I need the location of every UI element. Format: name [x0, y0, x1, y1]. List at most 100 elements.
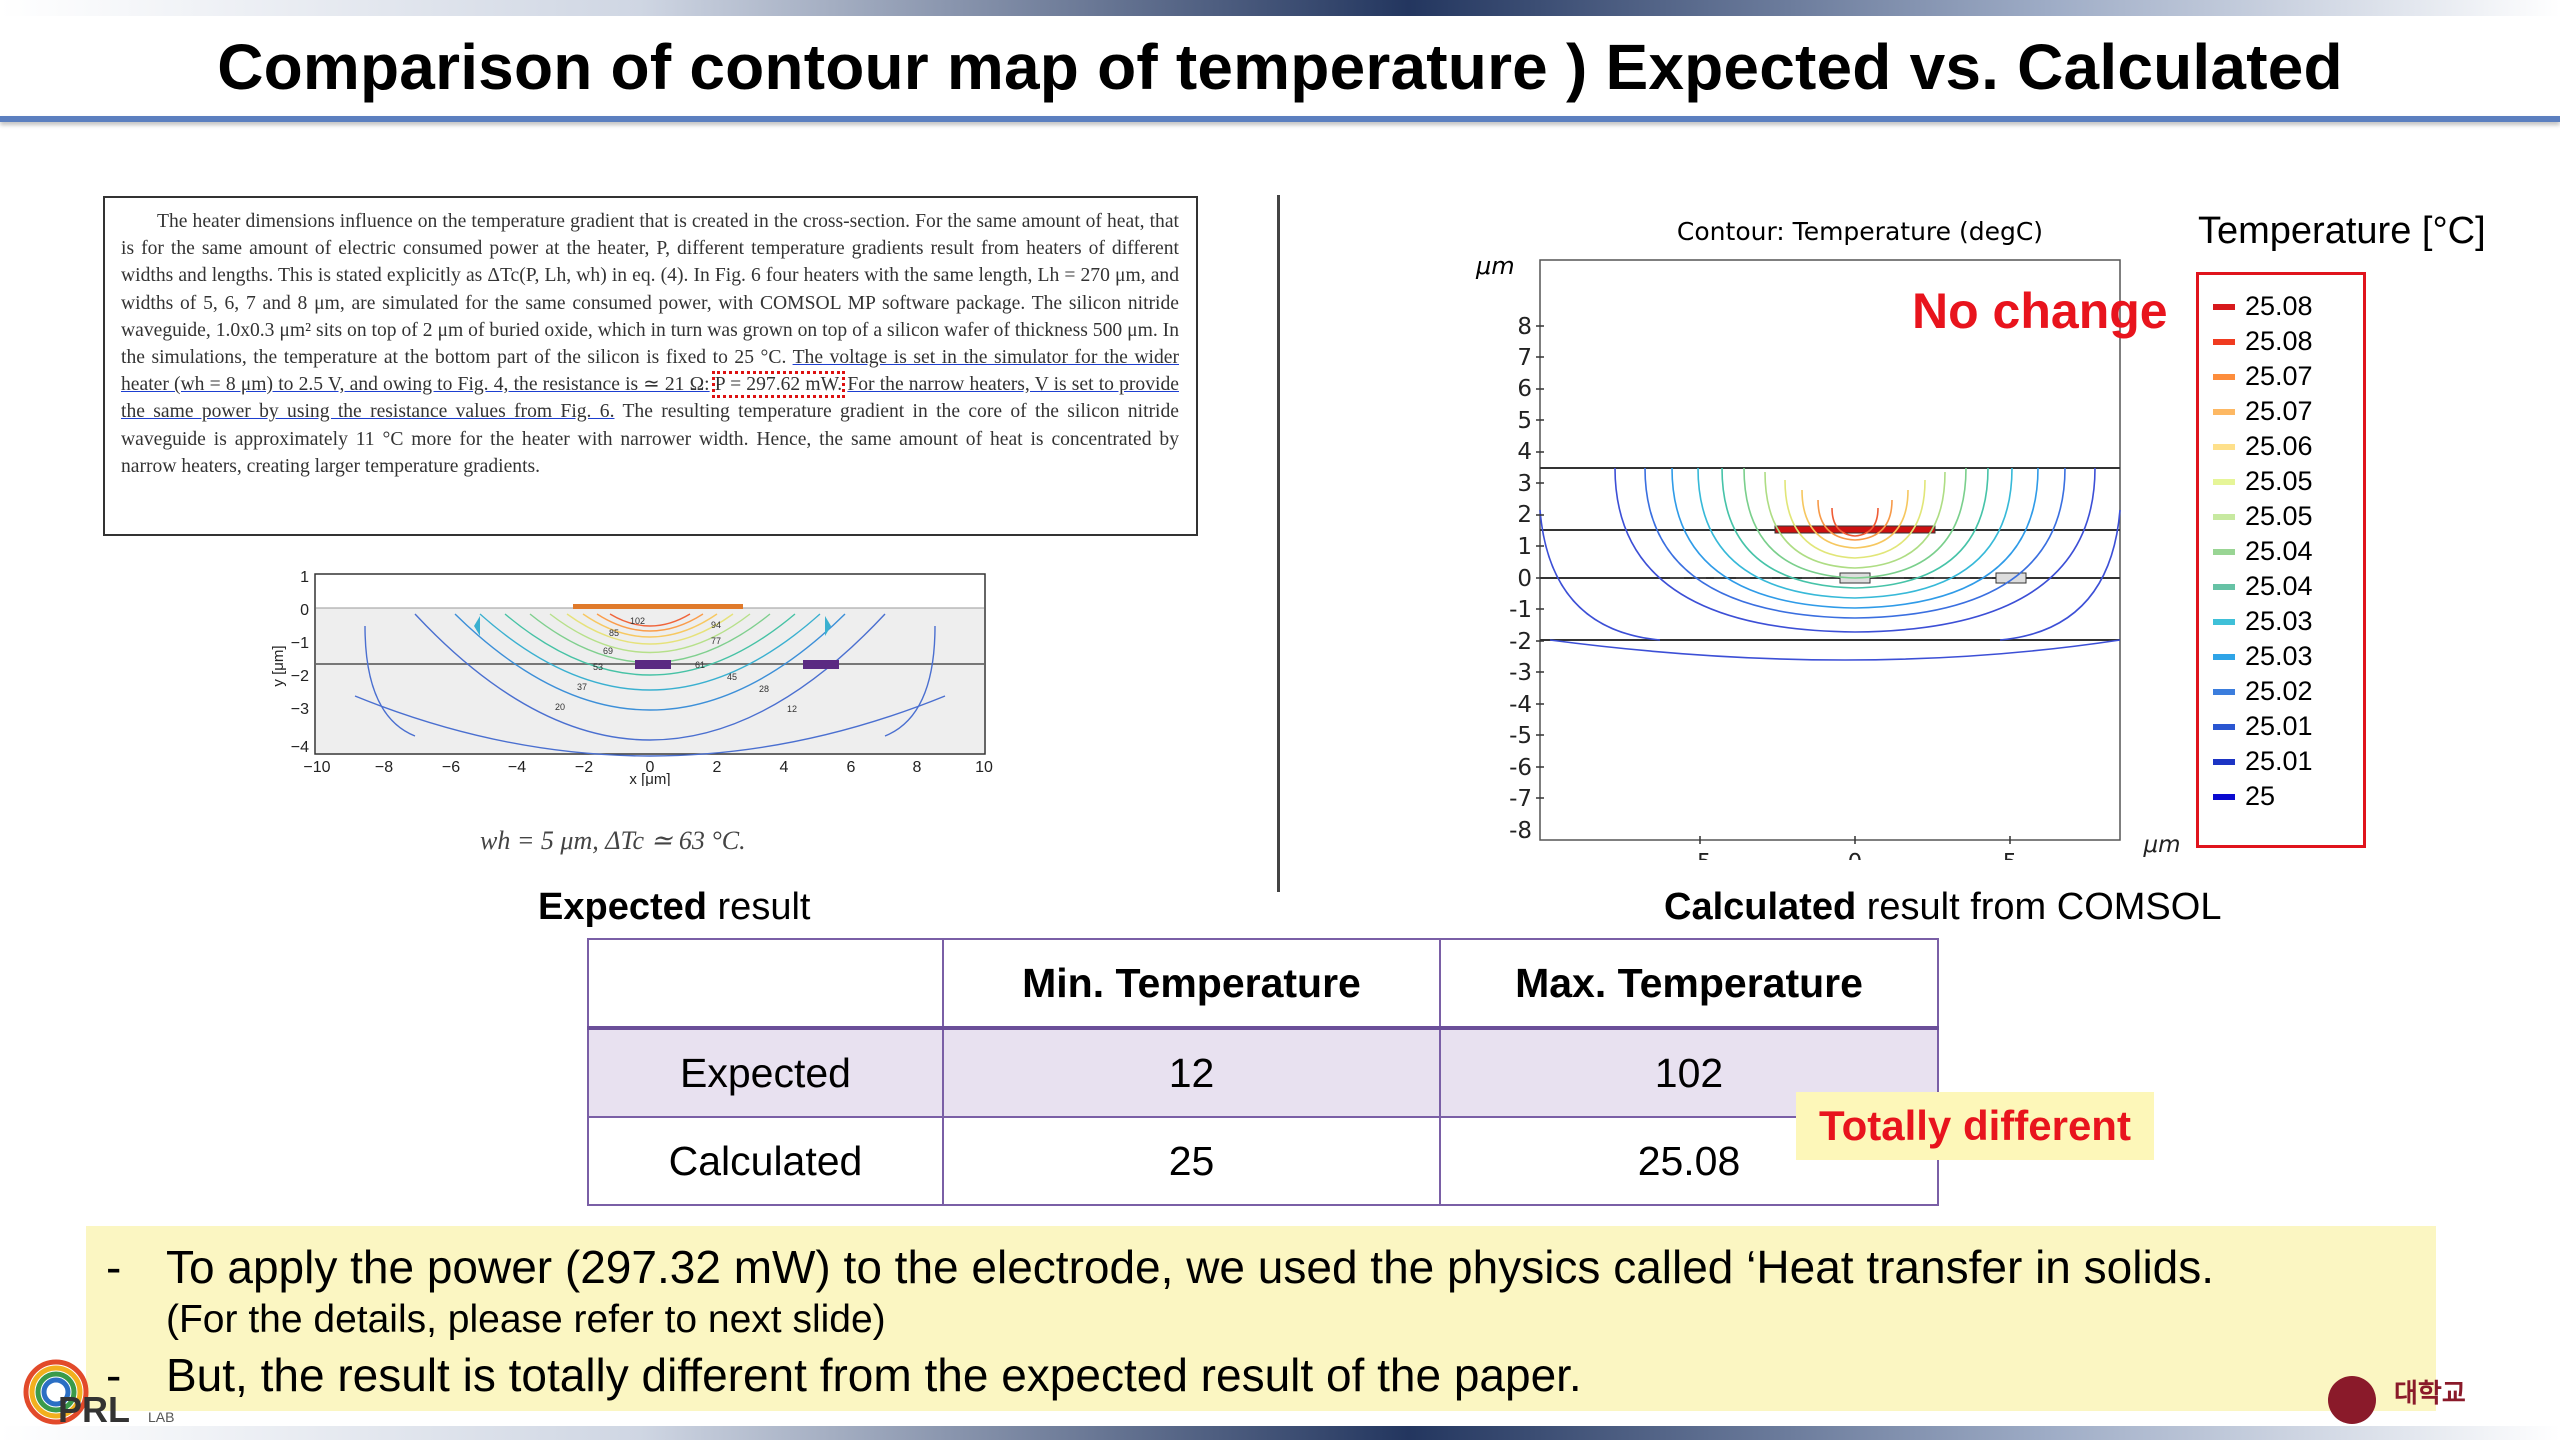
temperature-legend: 25.08 25.08 25.07 25.07 25.06 25.05 25.0… — [2196, 272, 2366, 848]
bullet-subtext: (For the details, please refer to next s… — [166, 1298, 886, 1341]
legend-swatch — [2213, 373, 2235, 380]
x-tick: −4 — [508, 759, 526, 776]
calculated-result-label: Calculated result from COMSOL — [1664, 886, 2222, 928]
contour-label: 102 — [630, 616, 645, 626]
contour-label: 77 — [711, 636, 721, 646]
contour-label: 94 — [711, 620, 721, 630]
contour-label: 61 — [695, 660, 705, 670]
slide-title: Comparison of contour map of temperature… — [217, 31, 2343, 103]
contour-label: 85 — [609, 628, 619, 638]
legend-entry: 25.06 — [2213, 429, 2313, 464]
paper-paragraph-1: The heater dimensions influence on the t… — [121, 211, 1179, 369]
table-cell: 25 — [942, 1116, 1441, 1206]
table-cell: 102 — [1439, 1027, 1939, 1118]
vertical-divider — [1277, 195, 1280, 892]
y-tick: 0 — [1517, 566, 1532, 592]
legend-entry: 25.05 — [2213, 464, 2313, 499]
expected-result-label: Expected result — [538, 886, 811, 928]
bullet-text: To apply the power (297.32 mW) to the el… — [166, 1241, 2215, 1293]
title-underline — [0, 116, 2560, 122]
table-row: Expected 12 102 — [587, 1027, 1939, 1118]
university-logo: 대학교 — [2322, 1366, 2552, 1431]
x-tick: −8 — [375, 759, 393, 776]
paper-highlight-power: P = 297.62 mW. — [711, 371, 846, 399]
legend-swatch — [2213, 513, 2235, 520]
contour-label: 28 — [759, 684, 769, 694]
table-header-row: Min. Temperature Max. Temperature — [587, 938, 1939, 1030]
paper-excerpt: The heater dimensions influence on the t… — [103, 196, 1198, 536]
prl-logo: PRL LAB — [18, 1350, 188, 1435]
y-tick: −3 — [291, 701, 309, 718]
legend-swatch — [2213, 303, 2235, 310]
legend-entry: 25.04 — [2213, 569, 2313, 604]
legend-swatch — [2213, 618, 2235, 625]
y-tick: -8 — [1509, 818, 1532, 844]
legend-swatch — [2213, 653, 2235, 660]
y-tick: 0 — [300, 602, 309, 619]
y-axis-label: y [μm] — [270, 645, 287, 686]
legend-swatch — [2213, 408, 2235, 415]
y-tick: 1 — [1517, 534, 1532, 560]
y-tick: 2 — [1517, 502, 1532, 528]
table-cell: Calculated — [587, 1116, 944, 1206]
x-tick: −10 — [303, 759, 330, 776]
x-tick: −6 — [442, 759, 460, 776]
table-cell: Expected — [587, 1027, 944, 1118]
x-tick: −2 — [575, 759, 593, 776]
y-tick: 4 — [1517, 439, 1532, 465]
x-tick: 2 — [713, 759, 722, 776]
y-tick: -5 — [1509, 723, 1532, 749]
bullet-dash: - — [106, 1349, 122, 1401]
paper-highlight-narrow: For the narrow heaters, V is set to prov… — [121, 374, 1179, 423]
legend-entry: 25.07 — [2213, 394, 2313, 429]
x-tick: 6 — [847, 759, 856, 776]
legend-swatch — [2213, 478, 2235, 485]
y-tick: 3 — [1517, 471, 1532, 497]
y-tick: −2 — [291, 668, 309, 685]
paper-paragraph-2: The resulting temperature gradient in th… — [121, 401, 1179, 477]
table-header-cell: Max. Temperature — [1439, 938, 1939, 1030]
table-row: Calculated 25 25.08 — [587, 1116, 1939, 1206]
bottom-gradient-bar — [0, 1426, 2560, 1440]
bullet-dash: - — [106, 1241, 122, 1293]
y-tick: -2 — [1509, 629, 1532, 655]
bullet-text: But, the result is totally different fro… — [166, 1349, 1582, 1401]
contour-label: 12 — [787, 704, 797, 714]
totally-different-callout: Totally different — [1796, 1092, 2154, 1160]
legend-swatch — [2213, 338, 2235, 345]
contour-label: 37 — [577, 682, 587, 692]
table-header-cell: Min. Temperature — [942, 938, 1441, 1030]
contour-label: 53 — [593, 662, 603, 672]
contour-label: 69 — [603, 646, 613, 656]
y-tick: 8 — [1517, 314, 1532, 340]
logo-subtext: LAB — [148, 1409, 174, 1425]
table-header-cell — [587, 938, 944, 1030]
y-tick: -4 — [1509, 692, 1532, 718]
logo-text: 대학교 — [2394, 1379, 2466, 1409]
y-tick: 6 — [1517, 376, 1532, 402]
legend-swatch — [2213, 688, 2235, 695]
contour-label: 20 — [555, 702, 565, 712]
x-unit: μm — [2142, 832, 2180, 858]
legend-swatch — [2213, 583, 2235, 590]
calculated-contour-plot: Contour: Temperature (degC) μm 8 7 6 5 4… — [1475, 217, 2181, 860]
x-tick: -5 — [1689, 850, 1712, 860]
legend-entry: 25.05 — [2213, 499, 2313, 534]
y-tick: -1 — [1509, 597, 1532, 623]
legend-entry: 25 — [2213, 779, 2275, 814]
legend-swatch — [2213, 723, 2235, 730]
paper-highlight-voltage: The voltage is set in the simulator for … — [121, 347, 1180, 396]
legend-entry: 25.08 — [2213, 324, 2313, 359]
legend-entry: 25.02 — [2213, 674, 2313, 709]
contour-label: 45 — [727, 672, 737, 682]
legend-title: Temperature [°C] — [2198, 210, 2486, 252]
legend-entry: 25.07 — [2213, 359, 2313, 394]
figure-caption: wh = 5 μm, ΔTc ≃ 63 °C. — [480, 826, 746, 855]
y-tick: -3 — [1509, 660, 1532, 686]
table-cell: 12 — [942, 1027, 1441, 1118]
logo-text: PRL — [58, 1389, 130, 1430]
legend-entry: 25.08 — [2213, 289, 2313, 324]
legend-swatch — [2213, 793, 2235, 800]
top-gradient-bar — [0, 0, 2560, 16]
x-tick: 0 — [1848, 850, 1863, 860]
